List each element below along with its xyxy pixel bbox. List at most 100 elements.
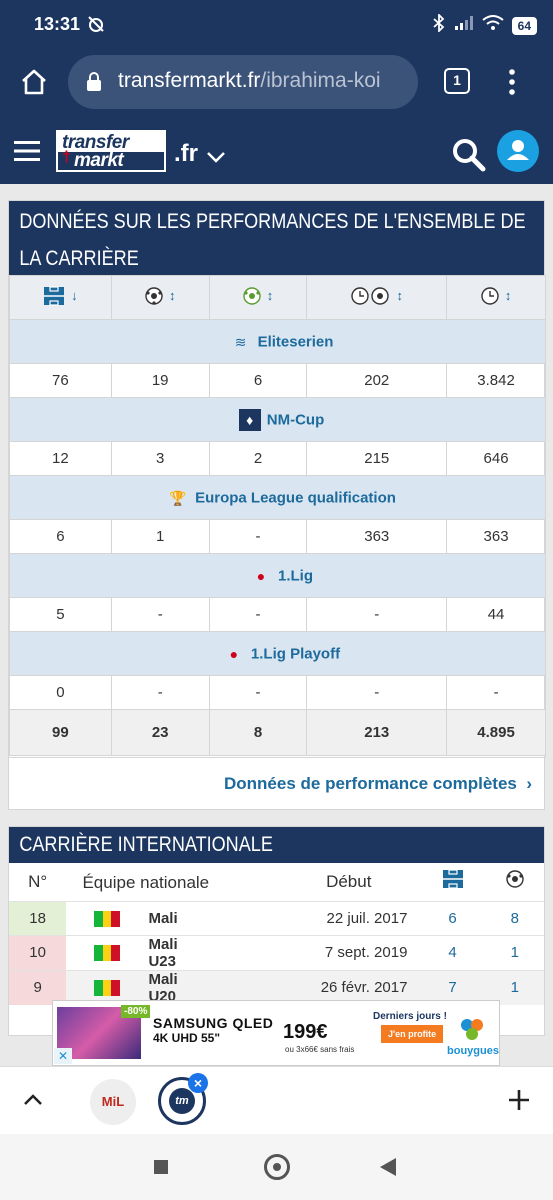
url-text: transfermarkt.fr/ibrahima-koi: [118, 69, 381, 93]
competition-name-link[interactable]: 1.Lig: [277, 567, 313, 584]
sort-desc-icon: ↓: [71, 288, 78, 303]
ad-discount-badge: -80%: [121, 1005, 151, 1018]
sort-icon: ↕: [168, 288, 176, 303]
performance-table: ↓ ↕ ↕ ↕ ↕ ≋ Eliteserien 76 19 6 202 3.842: [9, 275, 546, 756]
total-minutes: 4.895: [446, 709, 546, 756]
competition-row: ♦ NM-Cup: [9, 397, 546, 442]
appearances-value[interactable]: 76: [9, 363, 112, 398]
ad-cta-button[interactable]: J'en profite: [381, 1025, 444, 1043]
active-tab-thumbnail[interactable]: tm: [158, 1077, 206, 1125]
home-icon[interactable]: [18, 66, 50, 98]
ad-banner[interactable]: -80% SAMSUNG QLED 4K UHD 55" 199€ ou 3x6…: [52, 1000, 500, 1066]
performance-table-header: ↓ ↕ ↕ ↕ ↕: [9, 275, 546, 320]
number-column-header: N°: [9, 863, 67, 901]
full-performance-link[interactable]: Données de performance complètes ›: [224, 774, 532, 794]
stats-row: 12 3 2 215 646: [9, 441, 546, 476]
international-goals[interactable]: 1: [483, 934, 544, 970]
appearances-value[interactable]: 6: [9, 519, 112, 554]
appearances-value[interactable]: 5: [9, 597, 112, 632]
status-bar: 13:31 64: [0, 0, 553, 50]
user-account-button[interactable]: [497, 130, 539, 172]
international-table-header: N° Équipe nationale Début: [9, 863, 544, 901]
debut-date-link[interactable]: 7 sept. 2019: [184, 934, 422, 970]
competition-row: ● 1.Lig: [9, 553, 546, 598]
user-icon: [507, 140, 529, 160]
national-team-link[interactable]: Mali: [148, 900, 185, 935]
appearances-value[interactable]: 12: [9, 441, 112, 476]
national-team-link[interactable]: Mali U23: [148, 934, 185, 970]
home-nav-icon[interactable]: [264, 1154, 290, 1180]
status-icons: 64: [432, 12, 537, 37]
menu-icon[interactable]: [14, 140, 40, 162]
competition-name-link[interactable]: 1.Lig Playoff: [250, 645, 341, 662]
transfermarkt-logo[interactable]: transfer markt †: [56, 130, 166, 172]
battery-icon: 64: [511, 16, 537, 35]
url-bar[interactable]: transfermarkt.fr/ibrahima-koi: [68, 55, 418, 109]
chevron-up-icon[interactable]: [22, 1089, 44, 1111]
international-appearances[interactable]: 6: [421, 900, 484, 935]
ad-price: 199€: [283, 1021, 328, 1043]
url-path: /ibrahima-koi: [260, 69, 381, 92]
tab-strip: MiL tm ×: [0, 1066, 553, 1134]
goals-icon: [506, 870, 524, 888]
search-icon[interactable]: [452, 138, 486, 172]
alarm-off-icon: [86, 14, 106, 39]
international-goals[interactable]: 1: [483, 969, 544, 1005]
url-domain: transfermarkt.fr: [118, 69, 261, 92]
international-goals[interactable]: 8: [483, 900, 544, 935]
total-appearances: 99: [9, 709, 112, 756]
logo-text-bottom: markt: [58, 151, 164, 170]
goals-value: 19: [110, 363, 210, 398]
career-performance-card: DONNÉES SUR LES PERFORMANCES DE L'ENSEMB…: [8, 200, 546, 811]
ad-offer: Derniers jours !: [373, 1011, 447, 1022]
international-career-header: CARRIÈRE INTERNATIONALE: [9, 827, 544, 863]
assists-icon: [243, 286, 261, 305]
close-tab-icon[interactable]: ×: [188, 1073, 208, 1093]
tab-thumbnail[interactable]: MiL: [90, 1079, 136, 1125]
totals-row: 99 23 8 213 4.895: [9, 709, 546, 756]
signal-icon: [454, 15, 474, 36]
minutes-played-icon: [481, 286, 499, 305]
goals-value: -: [110, 675, 210, 710]
sort-icon: ↕: [266, 288, 274, 303]
stats-row: 5 - - - 44: [9, 597, 546, 632]
goals-icon: [145, 286, 163, 305]
appearances-icon: [44, 285, 65, 306]
appearances-value[interactable]: 0: [9, 675, 112, 710]
appearances-column-header[interactable]: ↓: [9, 275, 112, 320]
ad-price-note: ou 3x66€ sans frais: [285, 1045, 355, 1054]
ad-model: 4K UHD 55": [153, 1031, 221, 1045]
minutes-per-goal-column-header[interactable]: ↕: [306, 275, 448, 320]
competition-name-link[interactable]: Europa League qualification: [195, 489, 396, 506]
minutes-column-header[interactable]: ↕: [446, 275, 546, 320]
international-career-title: CARRIÈRE INTERNATIONALE: [9, 827, 543, 863]
shirt-number: 10: [9, 934, 67, 970]
plus-icon[interactable]: [506, 1087, 532, 1113]
assists-column-header[interactable]: ↕: [208, 275, 308, 320]
site-header: transfer markt † .fr: [0, 116, 553, 184]
minutes-per-goal-value: 215: [306, 441, 448, 476]
assists-value: -: [208, 675, 308, 710]
goals-column-header[interactable]: ↕: [110, 275, 210, 320]
stats-row: 6 1 - 363 363: [9, 519, 546, 554]
competition-name-link[interactable]: Eliteserien: [257, 333, 334, 350]
more-menu-icon[interactable]: [504, 66, 520, 98]
lock-icon: [86, 72, 102, 97]
debut-date: 22 juil. 2017: [184, 900, 422, 935]
domain-selector[interactable]: .fr: [174, 140, 198, 167]
international-table: N° Équipe nationale Début 18 Mali 22 jui…: [9, 863, 544, 1005]
international-appearances[interactable]: 4: [421, 934, 484, 970]
minutes-per-goal-value: 363: [306, 519, 448, 554]
ad-close-icon[interactable]: ✕: [54, 1048, 72, 1064]
bouygues-logo-icon: [461, 1019, 483, 1040]
back-icon[interactable]: [380, 1158, 396, 1176]
stats-row: 76 19 6 202 3.842: [9, 363, 546, 398]
chevron-down-icon[interactable]: [206, 150, 226, 168]
system-nav-bar: [0, 1134, 553, 1200]
browser-toolbar: transfermarkt.fr/ibrahima-koi 1: [0, 50, 553, 116]
international-appearances[interactable]: 7: [421, 969, 484, 1005]
competition-name-link[interactable]: NM-Cup: [266, 411, 325, 428]
recent-apps-icon[interactable]: [154, 1160, 168, 1174]
tab-switcher-button[interactable]: 1: [444, 68, 470, 94]
performance-link-row: Données de performance complètes ›: [9, 757, 546, 811]
